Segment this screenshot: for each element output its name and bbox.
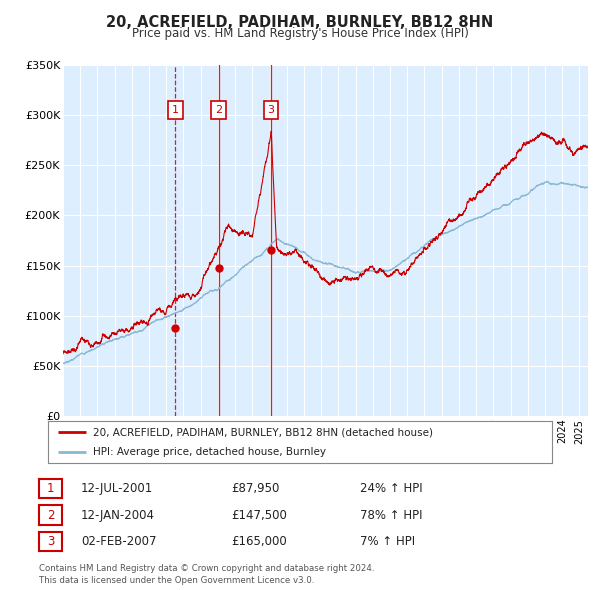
Text: 1: 1 — [172, 105, 179, 115]
Text: 2: 2 — [215, 105, 222, 115]
Text: 78% ↑ HPI: 78% ↑ HPI — [360, 509, 422, 522]
Text: Contains HM Land Registry data © Crown copyright and database right 2024.
This d: Contains HM Land Registry data © Crown c… — [39, 565, 374, 585]
Text: 12-JUL-2001: 12-JUL-2001 — [81, 482, 153, 495]
Text: 3: 3 — [47, 535, 54, 548]
Text: 20, ACREFIELD, PADIHAM, BURNLEY, BB12 8HN (detached house): 20, ACREFIELD, PADIHAM, BURNLEY, BB12 8H… — [94, 427, 433, 437]
Text: 02-FEB-2007: 02-FEB-2007 — [81, 535, 157, 548]
Text: £165,000: £165,000 — [231, 535, 287, 548]
Text: 20, ACREFIELD, PADIHAM, BURNLEY, BB12 8HN: 20, ACREFIELD, PADIHAM, BURNLEY, BB12 8H… — [106, 15, 494, 30]
Text: 7% ↑ HPI: 7% ↑ HPI — [360, 535, 415, 548]
Text: Price paid vs. HM Land Registry's House Price Index (HPI): Price paid vs. HM Land Registry's House … — [131, 27, 469, 40]
Text: 1: 1 — [47, 482, 54, 495]
Text: £147,500: £147,500 — [231, 509, 287, 522]
Text: 2: 2 — [47, 509, 54, 522]
Text: 12-JAN-2004: 12-JAN-2004 — [81, 509, 155, 522]
Text: £87,950: £87,950 — [231, 482, 280, 495]
Text: 3: 3 — [268, 105, 275, 115]
Text: 24% ↑ HPI: 24% ↑ HPI — [360, 482, 422, 495]
Text: HPI: Average price, detached house, Burnley: HPI: Average price, detached house, Burn… — [94, 447, 326, 457]
